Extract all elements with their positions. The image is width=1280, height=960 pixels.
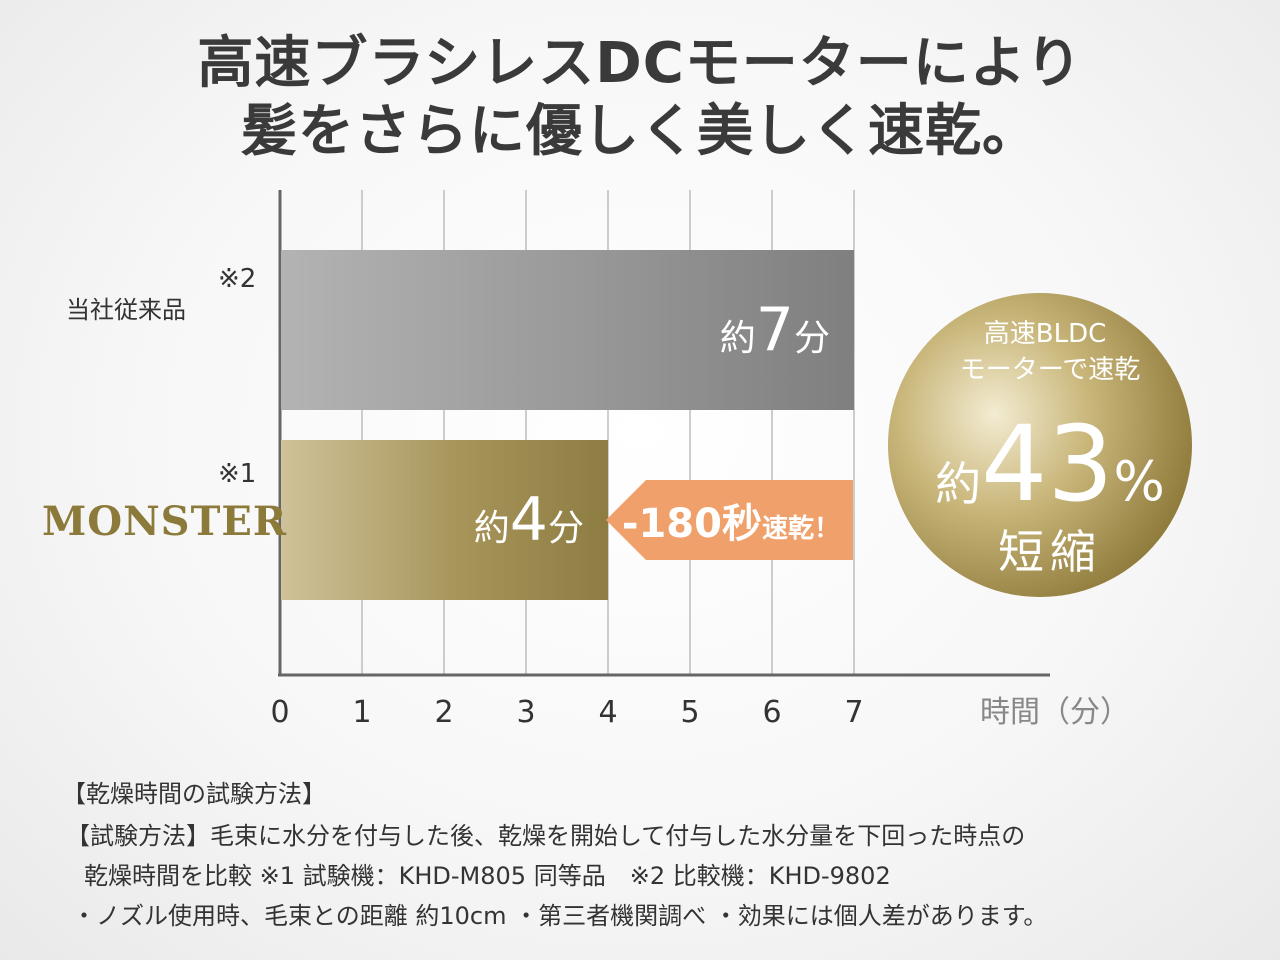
x-tick-7: 7 xyxy=(844,695,863,730)
footnote-line-1: 【試験方法】毛束に水分を付与した後、乾燥を開始して付与した水分量を下回った時点の xyxy=(66,822,1026,850)
badge-line-4: 短縮 xyxy=(998,525,1102,579)
x-tick-0: 0 xyxy=(270,695,289,730)
badge-line-2: モーターで速乾 xyxy=(960,355,1140,385)
footnote-line-3: ・ノズル使用時、毛束との距離 約10cm ・第三者機関調べ ・効果には個人差があ… xyxy=(72,902,1048,930)
headline-line-1: 高速ブラシレスDCモーターにより xyxy=(197,31,1083,96)
category-note-conventional: ※2 xyxy=(218,264,256,294)
bar-value-label-monster: 約4分 xyxy=(474,485,584,555)
category-note-monster: ※1 xyxy=(218,459,256,489)
footnote-title: 【乾燥時間の試験方法】 xyxy=(62,780,326,808)
svg-text:約43%: 約43% xyxy=(935,403,1165,525)
headline-line-2: 髪をさらに優しく美しく速乾。 xyxy=(241,99,1039,164)
badge-percent: % xyxy=(1114,450,1165,513)
bar-monster xyxy=(281,440,608,600)
x-axis-label: 時間（分） xyxy=(980,695,1130,730)
x-tick-2: 2 xyxy=(434,695,453,730)
badge-line-1: 高速BLDC xyxy=(984,319,1107,349)
bar-conventional xyxy=(281,250,854,410)
x-tick-1: 1 xyxy=(352,695,371,730)
reduction-arrow: -180秒速乾！ xyxy=(606,480,853,560)
reduction-badge: 高速BLDC モーターで速乾 約43% 短縮 xyxy=(888,293,1192,597)
reduction-suffix: 速乾！ xyxy=(762,514,840,544)
badge-number: 43 xyxy=(981,403,1113,525)
category-label-conventional: 当社従来品 xyxy=(66,296,186,324)
bar-value-label-conventional: 約7分 xyxy=(720,295,830,365)
x-tick-6: 6 xyxy=(762,695,781,730)
footnote-line-2: 乾燥時間を比較 ※1 試験機：KHD-M805 同等品 ※2 比較機：KHD-9… xyxy=(84,862,891,890)
x-tick-4: 4 xyxy=(598,695,617,730)
badge-prefix: 約 xyxy=(935,457,981,511)
monster-brand-logo: MONSTER xyxy=(42,498,287,545)
svg-text:-180秒速乾！: -180秒速乾！ xyxy=(622,501,840,547)
x-tick-labels: 0 1 2 3 4 5 6 7 xyxy=(270,695,863,730)
x-tick-3: 3 xyxy=(516,695,535,730)
reduction-number: -180秒 xyxy=(622,501,762,547)
x-tick-5: 5 xyxy=(680,695,699,730)
